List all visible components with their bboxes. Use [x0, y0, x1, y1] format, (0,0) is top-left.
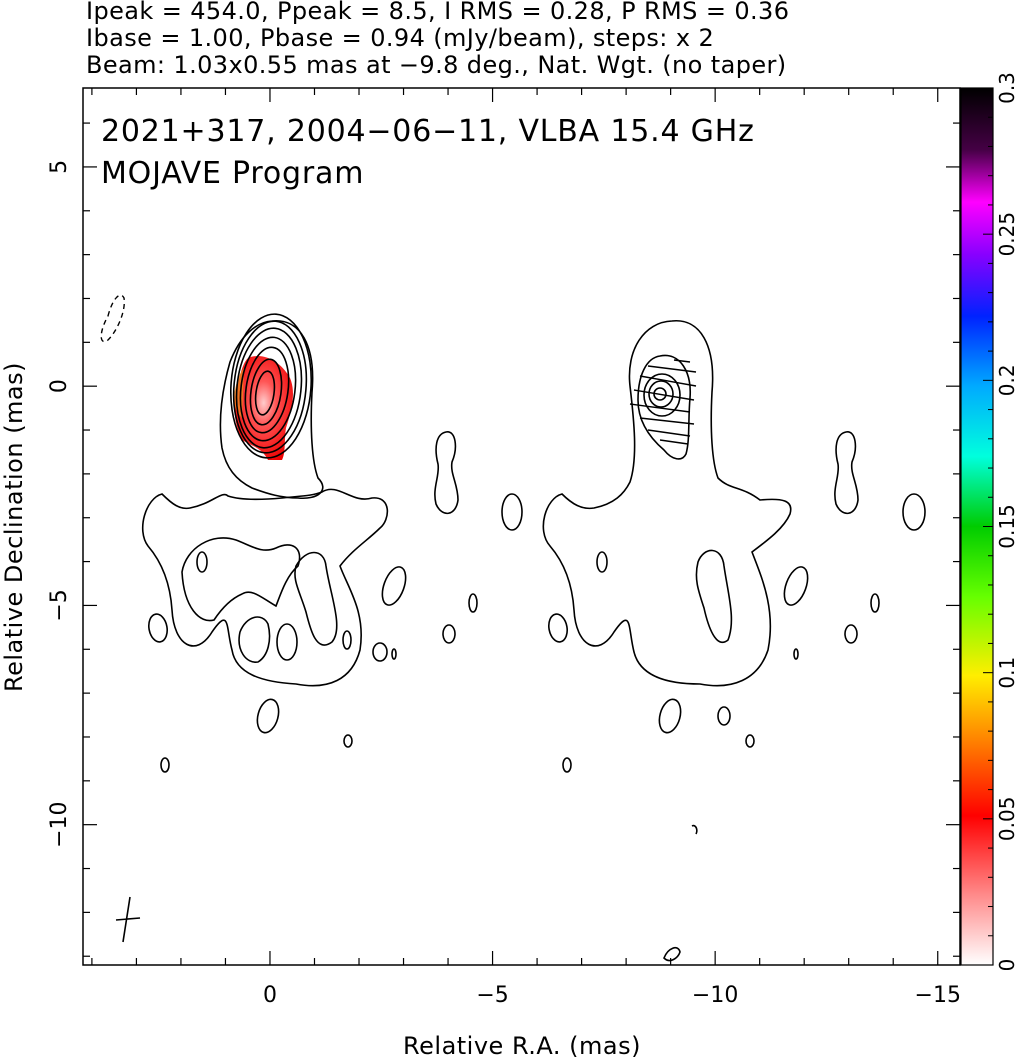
polarization-panel: [501, 320, 926, 962]
island-contour: [844, 624, 858, 644]
chart-subtitle: MOJAVE Program: [101, 156, 364, 191]
island-contour: [870, 593, 880, 613]
colorbar-tick-label: 0.3: [995, 72, 1019, 104]
header-line-1: Ipeak = 454.0, Ppeak = 8.5, I RMS = 0.28…: [86, 0, 789, 25]
outer-contour: [542, 320, 792, 687]
island-contour: [372, 642, 388, 662]
x-tick-labels: 0 −5 −10 −15: [263, 983, 961, 1008]
island-contour: [434, 431, 459, 515]
inner-contour: [196, 551, 208, 573]
x-axis-label: Relative R.A. (mas): [403, 1032, 641, 1060]
pol-contour: [637, 354, 691, 460]
island-contour: [793, 648, 799, 660]
colorbar-tick-label: 0.05: [995, 797, 1019, 842]
colorbar-tick-label: 0.1: [995, 657, 1019, 689]
y-tick-label: −10: [47, 801, 72, 847]
beam-marker: [115, 896, 141, 943]
core-contour: [229, 313, 313, 459]
island-contour: [834, 431, 859, 515]
island-contour: [745, 734, 755, 748]
x-tick-label: −5: [476, 983, 508, 1008]
pol-contour: [643, 373, 681, 417]
island-contour: [717, 706, 731, 726]
y-tick-labels: 5 0 −5 −10: [47, 160, 72, 848]
y-axis-label: Relative Declination (mas): [0, 362, 28, 692]
header-line-2: Ibase = 1.00, Pbase = 0.94 (mJy/beam), s…: [86, 24, 714, 52]
colorbar-tick-label: 0.25: [995, 212, 1019, 257]
island-contour: [691, 824, 698, 835]
core-contour: [235, 327, 303, 449]
outer-contour: [141, 488, 389, 687]
x-tick-label: −15: [915, 983, 961, 1008]
colorbar: 0 0.05 0.1 0.15 0.2 0.25 0.3: [960, 72, 1019, 971]
colorbar-tick-label: 0.15: [995, 504, 1019, 549]
island-contour: [468, 593, 478, 613]
chart-title: 2021+317, 2004−06−11, VLBA 15.4 GHz: [101, 114, 755, 149]
core-contour: [249, 358, 283, 426]
y-tick-label: 0: [47, 379, 72, 393]
evpa-vectors: [629, 359, 697, 445]
colorbar-tick-label: 0.2: [995, 364, 1019, 396]
core-contour: [254, 370, 276, 416]
core-contour: [239, 336, 297, 442]
inner-contour: [695, 549, 733, 644]
island-contour: [343, 734, 353, 748]
core-contour: [219, 320, 324, 500]
island-contour: [548, 613, 568, 643]
y-tick-label: 5: [47, 160, 72, 174]
island-contour: [501, 493, 523, 531]
island-contour: [160, 757, 170, 773]
negative-contour: [100, 294, 125, 343]
pol-contour: [648, 380, 674, 408]
header-line-3: Beam: 1.03x0.55 mas at −9.8 deg., Nat. W…: [86, 51, 787, 79]
island-contour: [658, 698, 682, 734]
core-contour: [244, 346, 290, 434]
inner-contour: [238, 616, 271, 663]
axis-ticks: [83, 88, 960, 965]
inner-contour: [596, 551, 608, 573]
x-tick-label: −10: [692, 983, 738, 1008]
inner-contour: [276, 623, 298, 661]
colorbar-ticks: 0 0.05 0.1 0.15 0.2 0.25 0.3: [983, 72, 1019, 971]
plot-frame: [82, 87, 961, 966]
y-tick-label: −5: [47, 589, 72, 621]
inner-contour: [181, 537, 301, 622]
island-contour: [663, 946, 681, 962]
island-contour: [562, 757, 572, 773]
island-contour: [342, 630, 352, 650]
inner-contour: [294, 551, 338, 646]
x-tick-label: 0: [263, 983, 277, 1008]
island-contour: [256, 698, 280, 734]
island-contour: [148, 613, 168, 643]
island-contour: [381, 566, 407, 606]
stokes-i-panel: [100, 294, 478, 943]
island-contour: [391, 648, 397, 660]
island-contour: [902, 493, 926, 531]
colorbar-tick-label: 0: [995, 959, 1019, 972]
island-contour: [442, 624, 456, 644]
island-contour: [783, 566, 809, 606]
